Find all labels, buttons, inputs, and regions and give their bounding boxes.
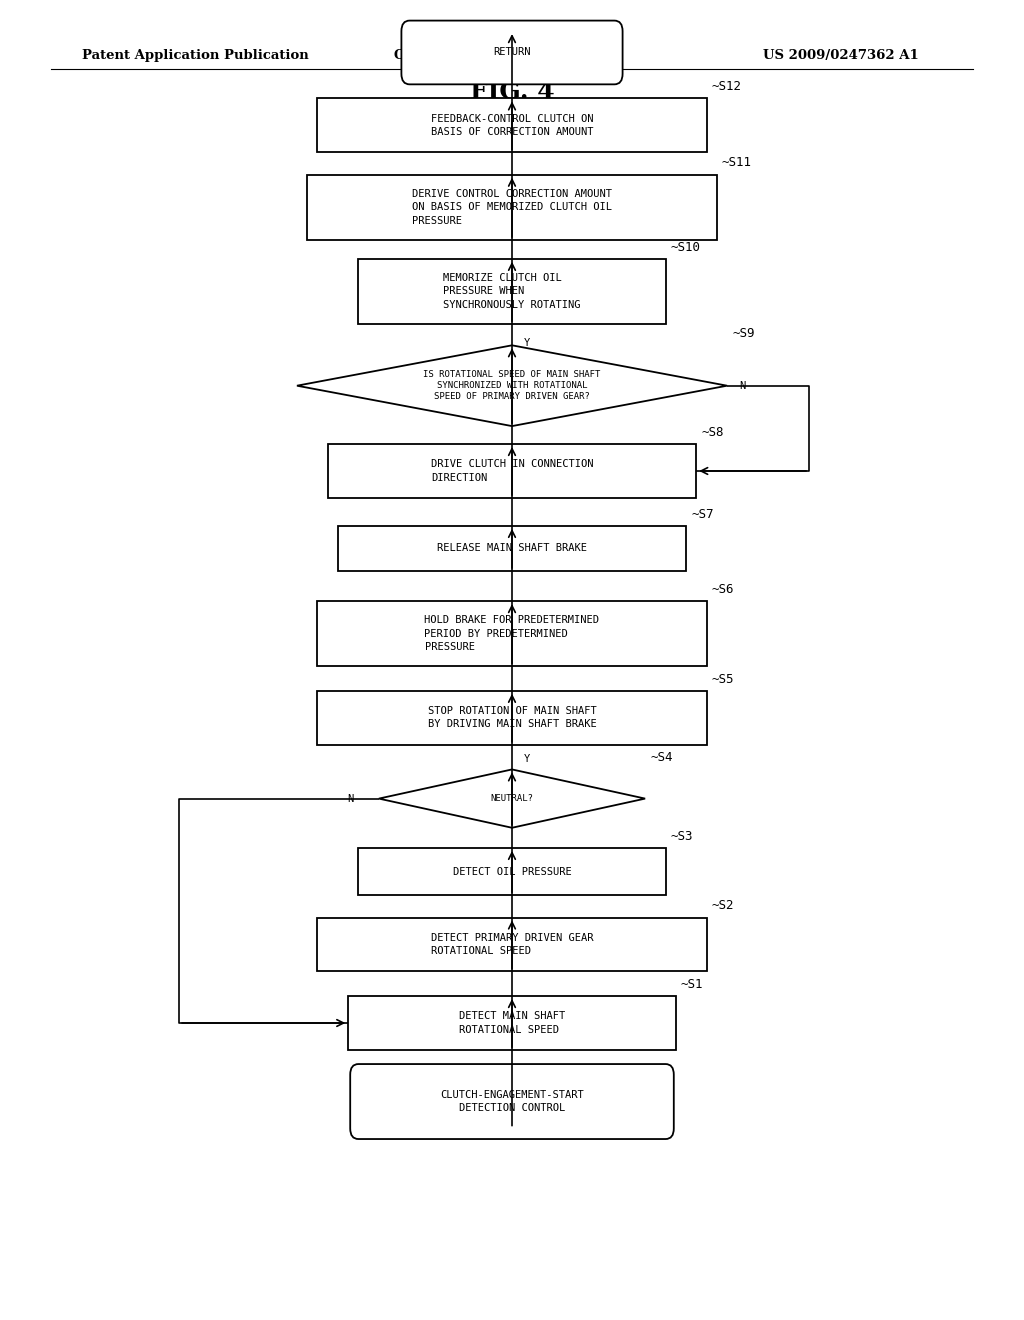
Text: ~S11: ~S11 — [722, 157, 752, 169]
Bar — [328, 444, 696, 498]
Text: DETECT PRIMARY DRIVEN GEAR
ROTATIONAL SPEED: DETECT PRIMARY DRIVEN GEAR ROTATIONAL SP… — [431, 933, 593, 956]
Text: DETECT MAIN SHAFT
ROTATIONAL SPEED: DETECT MAIN SHAFT ROTATIONAL SPEED — [459, 1011, 565, 1035]
Bar — [317, 99, 707, 152]
Text: ~S1: ~S1 — [681, 978, 703, 991]
Text: ~S10: ~S10 — [671, 240, 700, 253]
FancyBboxPatch shape — [401, 21, 623, 84]
Text: N: N — [347, 793, 353, 804]
Text: RELEASE MAIN SHAFT BRAKE: RELEASE MAIN SHAFT BRAKE — [437, 544, 587, 553]
Text: DETECT OIL PRESSURE: DETECT OIL PRESSURE — [453, 866, 571, 876]
Text: ~S7: ~S7 — [691, 508, 714, 520]
Text: MEMORIZE CLUTCH OIL
PRESSURE WHEN
SYNCHRONOUSLY ROTATING: MEMORIZE CLUTCH OIL PRESSURE WHEN SYNCHR… — [443, 273, 581, 310]
Text: Y: Y — [524, 754, 530, 764]
Text: DERIVE CONTROL CORRECTION AMOUNT
ON BASIS OF MEMORIZED CLUTCH OIL
PRESSURE: DERIVE CONTROL CORRECTION AMOUNT ON BASI… — [412, 189, 612, 226]
FancyBboxPatch shape — [350, 1064, 674, 1139]
Text: NEUTRAL?: NEUTRAL? — [490, 795, 534, 803]
Text: N: N — [739, 380, 745, 391]
Text: ~S9: ~S9 — [732, 327, 755, 341]
Bar — [317, 917, 707, 972]
Polygon shape — [297, 346, 727, 426]
Bar — [317, 601, 707, 667]
Text: Patent Application Publication: Patent Application Publication — [82, 49, 308, 62]
Text: Oct. 1, 2009   Sheet 4 of 9: Oct. 1, 2009 Sheet 4 of 9 — [394, 49, 587, 62]
Bar — [348, 997, 676, 1049]
Bar — [338, 525, 686, 570]
Text: ~S4: ~S4 — [650, 751, 673, 764]
Text: US 2009/0247362 A1: US 2009/0247362 A1 — [763, 49, 919, 62]
Text: STOP ROTATION OF MAIN SHAFT
BY DRIVING MAIN SHAFT BRAKE: STOP ROTATION OF MAIN SHAFT BY DRIVING M… — [428, 706, 596, 730]
Text: DRIVE CLUTCH IN CONNECTION
DIRECTION: DRIVE CLUTCH IN CONNECTION DIRECTION — [431, 459, 593, 483]
Text: ~S8: ~S8 — [701, 426, 724, 438]
Text: ~S6: ~S6 — [712, 583, 734, 595]
Text: RETURN: RETURN — [494, 48, 530, 58]
Text: FIG. 4: FIG. 4 — [470, 81, 554, 104]
Bar — [317, 690, 707, 744]
Text: ~S12: ~S12 — [712, 81, 741, 94]
Bar — [358, 847, 666, 895]
Text: IS ROTATIONAL SPEED OF MAIN SHAFT
SYNCHRONIZED WITH ROTATIONAL
SPEED OF PRIMARY : IS ROTATIONAL SPEED OF MAIN SHAFT SYNCHR… — [423, 370, 601, 401]
Text: FEEDBACK-CONTROL CLUTCH ON
BASIS OF CORRECTION AMOUNT: FEEDBACK-CONTROL CLUTCH ON BASIS OF CORR… — [431, 114, 593, 137]
Text: HOLD BRAKE FOR PREDETERMINED
PERIOD BY PREDETERMINED
PRESSURE: HOLD BRAKE FOR PREDETERMINED PERIOD BY P… — [425, 615, 599, 652]
Bar — [358, 259, 666, 323]
Text: ~S2: ~S2 — [712, 899, 734, 912]
Bar — [307, 174, 717, 240]
Text: ~S3: ~S3 — [671, 830, 693, 842]
Text: ~S5: ~S5 — [712, 673, 734, 685]
Text: CLUTCH-ENGAGEMENT-START
DETECTION CONTROL: CLUTCH-ENGAGEMENT-START DETECTION CONTRO… — [440, 1090, 584, 1113]
Text: Y: Y — [524, 338, 530, 347]
Polygon shape — [379, 770, 645, 828]
